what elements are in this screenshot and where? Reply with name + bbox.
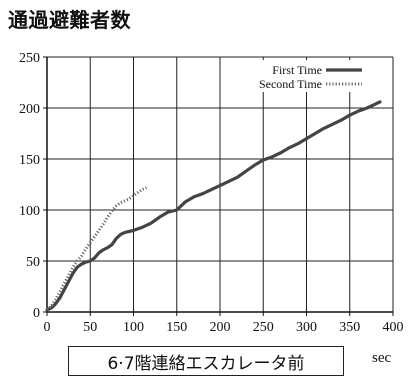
x-tick-label-300: 300: [296, 320, 317, 335]
x-tick-label-250: 250: [253, 320, 274, 335]
y-tick-label-50: 50: [26, 255, 40, 270]
legend-label-second-time: Second Time: [259, 77, 322, 91]
y-tick-label-250: 250: [19, 51, 40, 66]
series-layer: [45, 100, 382, 312]
series-line-second-time: [45, 186, 148, 312]
series-line-first-time: [45, 100, 382, 312]
axis-layer: 0 50 100 150 200 250 300 350 400 0 50 100 150 200 250: [19, 51, 404, 335]
x-tick-label-350: 350: [339, 320, 360, 335]
x-unit-label: sec: [372, 350, 392, 366]
x-tick-label-200: 200: [210, 320, 231, 335]
legend-background: [232, 60, 392, 92]
x-tick-label-0: 0: [44, 320, 51, 335]
x-tick-label-400: 400: [383, 320, 404, 335]
x-tick-label-150: 150: [166, 320, 187, 335]
x-tick-label-100: 100: [123, 320, 144, 335]
y-tick-label-0: 0: [33, 306, 40, 321]
location-caption: 6·7階連絡エスカレータ前: [68, 346, 344, 376]
legend-label-first-time: First Time: [272, 63, 322, 77]
grid-layer: [47, 56, 394, 312]
chart-title: 通過避難者数: [8, 8, 131, 32]
y-tick-label-200: 200: [19, 102, 40, 117]
y-tick-label-150: 150: [19, 153, 40, 168]
y-tick-label-100: 100: [19, 204, 40, 219]
x-tick-label-50: 50: [83, 320, 97, 335]
location-caption-text: 6·7階連絡エスカレータ前: [107, 353, 305, 374]
